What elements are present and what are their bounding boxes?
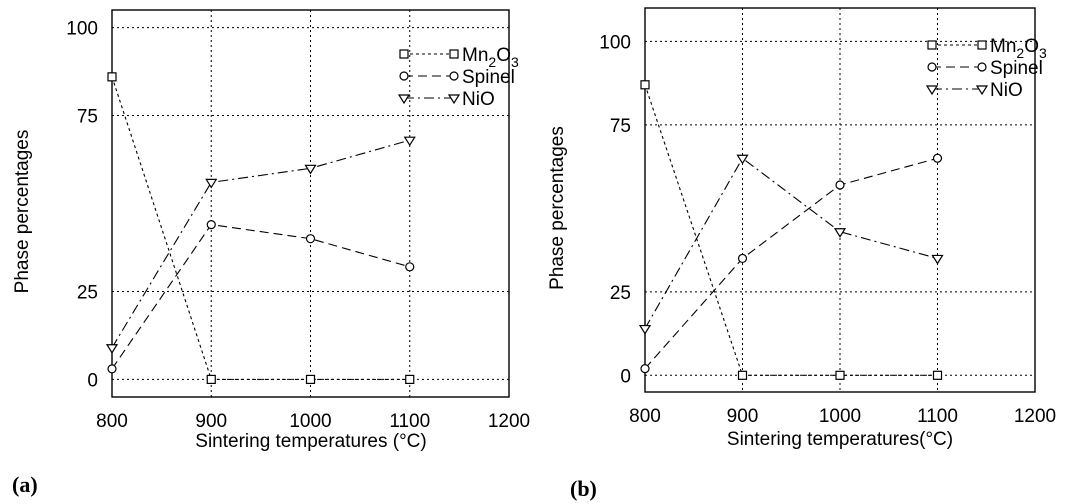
y-tick-label: 0 [87, 370, 98, 391]
data-point [405, 374, 415, 385]
data-point [107, 364, 117, 374]
series-nio [638, 154, 944, 335]
series-line [111, 76, 410, 380]
panel-b: 800 900 1000 1100 1200 0 25 75 100 Sintering temp… [547, 7, 1056, 501]
plot-frame [111, 9, 510, 398]
x-axis-label: Sintering temperatures(°C) [727, 429, 953, 450]
legend-marker [977, 62, 987, 72]
x-tick-label: 1100 [917, 406, 958, 427]
data-point [737, 253, 748, 264]
legend-marker [977, 40, 987, 50]
legend-marker [399, 71, 409, 81]
series-spinel [107, 220, 415, 374]
panel-label: (b) [570, 476, 597, 501]
x-tick-label: 1100 [389, 411, 430, 432]
y-tick-label: 75 [610, 116, 631, 137]
data-point [206, 374, 216, 385]
data-point [405, 262, 415, 272]
panel-label: (a) [12, 472, 38, 497]
legend-marker [449, 49, 459, 59]
series-nio [105, 136, 416, 354]
y-tick-label: 75 [77, 107, 98, 128]
legend-marker [975, 85, 989, 96]
legend-label: Spinel [990, 58, 1043, 79]
series-line [111, 224, 410, 370]
data-point [205, 178, 218, 189]
data-point [304, 164, 317, 175]
x-tick-label: 900 [727, 406, 759, 427]
series-mn2o3 [640, 80, 943, 380]
data-point [736, 154, 749, 165]
series-line [644, 84, 938, 376]
y-axis-label: Phase percentages [547, 126, 568, 290]
legend-marker [399, 49, 409, 59]
series-line [644, 157, 938, 329]
data-point [305, 374, 316, 385]
legend-marker [449, 71, 459, 81]
y-tick-label: 25 [77, 282, 98, 303]
data-point [835, 180, 845, 190]
x-tick-label: 800 [96, 411, 128, 432]
legend-label: Mn2O3 [990, 36, 1047, 61]
y-tick-label: 100 [599, 32, 631, 53]
legend-marker [925, 85, 939, 96]
series-spinel [640, 153, 943, 374]
data-point [638, 324, 652, 335]
data-point [403, 136, 416, 147]
legend-label: NiO [990, 80, 1023, 101]
data-point [932, 153, 943, 163]
legend-marker [447, 94, 461, 105]
x-tick-label: 1200 [488, 411, 530, 432]
data-point [931, 254, 944, 265]
legend-label: Spinel [462, 67, 515, 88]
y-axis-label: Phase percentages [12, 130, 33, 294]
data-point [305, 234, 316, 244]
data-point [737, 370, 748, 380]
x-tick-label: 800 [629, 406, 661, 427]
data-point [835, 370, 845, 380]
legend-label: NiO [462, 89, 495, 110]
data-point [640, 364, 650, 374]
data-point [833, 228, 847, 238]
y-tick-label: 0 [620, 366, 631, 387]
legend-marker [927, 40, 937, 50]
data-point [105, 344, 119, 354]
legend-marker [927, 62, 937, 72]
data-point [640, 80, 650, 90]
series-line [111, 139, 410, 349]
panel-a: 800 900 1000 1100 1200 0 25 75 100 Sintering temp… [12, 9, 530, 497]
x-axis-label: Sintering temperatures (°C) [195, 431, 426, 452]
data-point [107, 72, 117, 82]
data-point [932, 370, 943, 380]
x-tick-label: 1000 [289, 411, 331, 432]
legend-label: Mn2O3 [462, 45, 519, 70]
y-tick-label: 100 [66, 19, 98, 40]
x-tick-label: 1000 [819, 406, 861, 427]
series-mn2o3 [107, 72, 415, 385]
y-tick-label: 25 [610, 283, 631, 304]
series-line [644, 157, 938, 369]
plot-frame [644, 7, 1036, 393]
legend-marker [397, 94, 411, 105]
x-tick-label: 900 [195, 411, 227, 432]
data-point [206, 220, 216, 230]
x-tick-label: 1200 [1014, 406, 1056, 427]
